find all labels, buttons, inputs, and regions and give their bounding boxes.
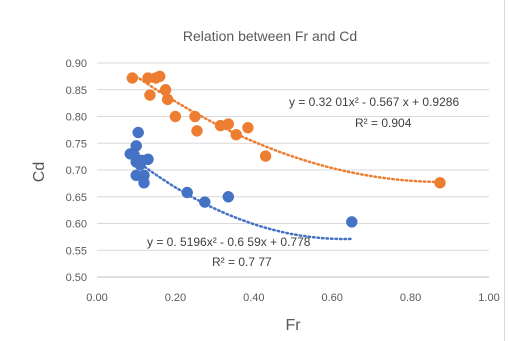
frame-edge — [504, 0, 505, 341]
data-point-blue — [199, 196, 211, 208]
data-point-blue — [346, 216, 358, 228]
data-point-orange — [191, 125, 203, 137]
data-point-orange — [159, 84, 172, 96]
y-tick-label: 0.70 — [66, 165, 87, 177]
y-tick-label: 0.60 — [66, 219, 87, 231]
y-axis-ticks: 0.50 0.55 0.60 0.65 0.70 0.75 0.80 0.85 0.90 — [66, 58, 87, 284]
trendline-r2-blue: R² = 0.7 77 — [212, 255, 272, 269]
data-point-orange — [153, 70, 166, 83]
data-point-orange — [161, 93, 174, 106]
x-tick-label: 0.40 — [243, 292, 264, 304]
y-tick-label: 0.55 — [66, 245, 87, 257]
data-point-orange — [189, 110, 201, 123]
trendline-equation-orange: y = 0.32 01x² - 0.567 x + 0.9286 — [289, 95, 459, 109]
y-tick-label: 0.80 — [66, 112, 87, 124]
x-axis-ticks: 0.00 0.20 0.40 0.60 0.80 1.00 — [86, 292, 499, 304]
data-point-orange — [259, 150, 272, 162]
data-points — [124, 70, 446, 228]
trendlines — [129, 72, 442, 241]
data-point-blue — [130, 140, 142, 152]
data-point-blue — [138, 177, 150, 189]
x-tick-label: 0.60 — [321, 292, 342, 304]
data-point-orange — [230, 128, 242, 141]
data-point-orange — [126, 72, 139, 84]
x-tick-label: 1.00 — [478, 292, 499, 304]
trendline-r2-orange: R² = 0.904 — [355, 116, 412, 130]
x-axis-label: Fr — [285, 317, 301, 334]
x-tick-label: 0.20 — [165, 292, 186, 304]
x-tick-label: 0.80 — [400, 292, 421, 304]
data-point-orange — [434, 177, 446, 189]
y-tick-label: 0.50 — [66, 272, 87, 284]
data-point-blue — [132, 126, 144, 139]
x-tick-label: 0.00 — [86, 292, 107, 304]
trendline-orange — [131, 72, 442, 184]
y-tick-label: 0.85 — [66, 85, 87, 97]
trendline-blue — [129, 154, 354, 241]
y-tick-label: 0.90 — [66, 58, 87, 70]
data-point-orange — [169, 110, 182, 123]
data-point-orange — [144, 89, 156, 101]
y-axis-label: Cd — [31, 162, 48, 182]
data-point-blue — [222, 191, 235, 203]
trendline-equation-blue: y = 0. 5196x² - 0.6 59x + 0.778 — [147, 235, 311, 249]
y-tick-label: 0.65 — [66, 192, 87, 204]
data-point-blue — [181, 186, 193, 199]
data-point-orange — [222, 118, 235, 130]
data-point-orange — [242, 121, 254, 134]
data-point-blue — [142, 153, 154, 166]
chart-title: Relation between Fr and Cd — [183, 28, 357, 44]
y-tick-label: 0.75 — [66, 138, 87, 150]
